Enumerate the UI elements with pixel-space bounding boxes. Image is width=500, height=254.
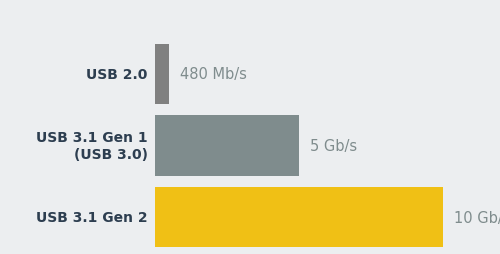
FancyBboxPatch shape (155, 44, 169, 105)
Text: 480 Mb/s: 480 Mb/s (180, 67, 246, 82)
FancyBboxPatch shape (155, 187, 442, 247)
Text: USB 2.0: USB 2.0 (86, 68, 148, 82)
Text: 10 Gb/s: 10 Gb/s (454, 210, 500, 225)
Text: USB 3.1 Gen 1
(USB 3.0): USB 3.1 Gen 1 (USB 3.0) (36, 130, 148, 162)
Text: USB 3.1 Gen 2: USB 3.1 Gen 2 (36, 210, 148, 224)
Text: 5 Gb/s: 5 Gb/s (310, 138, 357, 153)
FancyBboxPatch shape (155, 116, 298, 176)
